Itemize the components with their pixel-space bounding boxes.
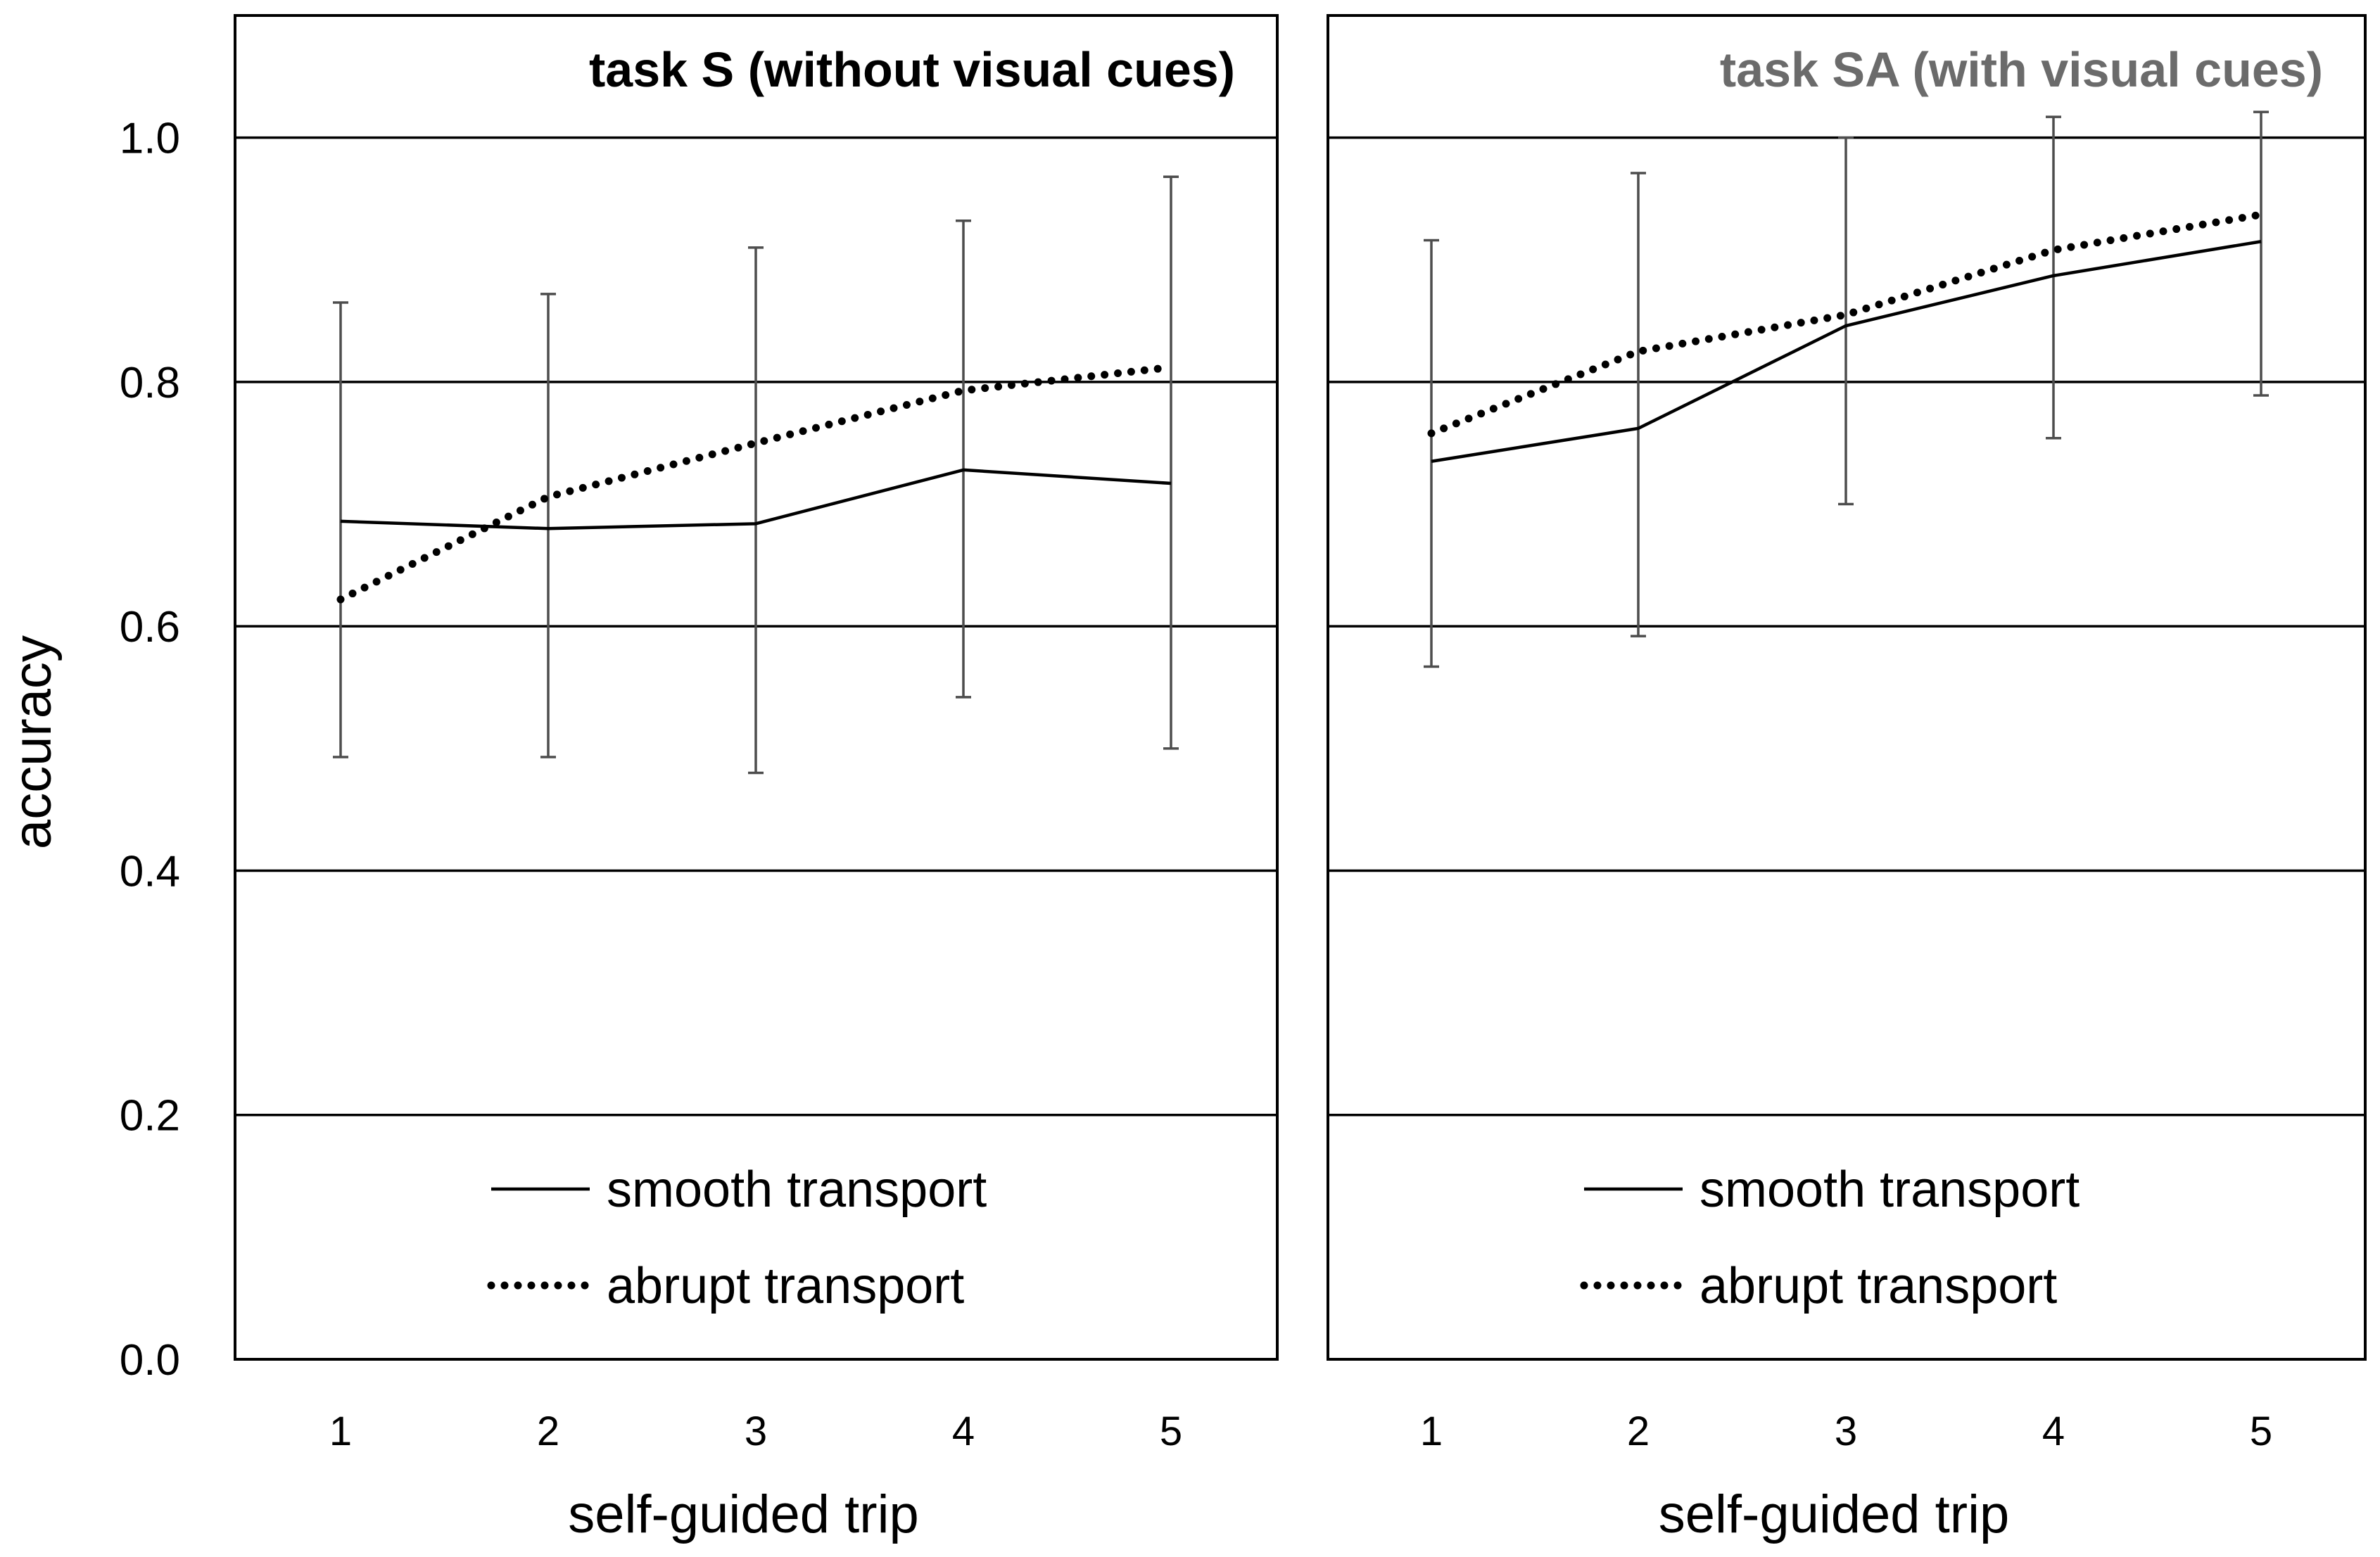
x-tick-label: 4 — [2042, 1409, 2065, 1454]
y-tick-label: 0.0 — [120, 1336, 180, 1385]
x-axis-label: self-guided trip — [568, 1485, 919, 1544]
legend-label-abrupt: abrupt transport — [1699, 1258, 2057, 1314]
x-tick-label: 5 — [1160, 1409, 1182, 1454]
series-line-smooth — [340, 468, 1172, 530]
plot-frame — [1327, 14, 2367, 1361]
panel-task-sa: 1 2 3 4 5 self-guided trip task SA (with visua… — [1327, 14, 2367, 1544]
series-line-abrupt — [1427, 210, 2265, 438]
x-tick-label: 3 — [745, 1409, 767, 1454]
x-axis-label: self-guided trip — [1659, 1485, 2010, 1544]
y-axis-label: accuracy — [3, 635, 63, 849]
x-tick-label: 2 — [1627, 1409, 1650, 1454]
legend-label-smooth: smooth transport — [607, 1162, 987, 1218]
y-tick-label: 0.2 — [120, 1092, 180, 1140]
x-tick-label: 2 — [537, 1409, 559, 1454]
x-tick-label: 1 — [1420, 1409, 1443, 1454]
legend-label-abrupt: abrupt transport — [607, 1258, 964, 1314]
series-line-smooth — [1431, 240, 2262, 463]
y-tick-label: 0.6 — [120, 603, 180, 652]
panel-title: task S (without visual cues) — [589, 42, 1235, 97]
panel-title: task SA (with visual cues) — [1720, 42, 2323, 97]
x-tick-label: 5 — [2250, 1409, 2272, 1454]
y-tick-label: 1.0 — [120, 115, 180, 163]
y-tick-label: 0.4 — [120, 847, 180, 896]
x-tick-label: 4 — [952, 1409, 975, 1454]
x-tick-label: 3 — [1835, 1409, 1857, 1454]
y-tick-label: 0.8 — [120, 359, 180, 407]
legend-label-smooth: smooth transport — [1699, 1162, 2080, 1218]
x-tick-label: 1 — [329, 1409, 352, 1454]
panel-task-s: 0.0 0.2 0.4 0.6 0.8 1.0 1 2 3 4 5 self-guided trip t… — [120, 14, 1279, 1544]
plot-frame — [234, 14, 1279, 1361]
